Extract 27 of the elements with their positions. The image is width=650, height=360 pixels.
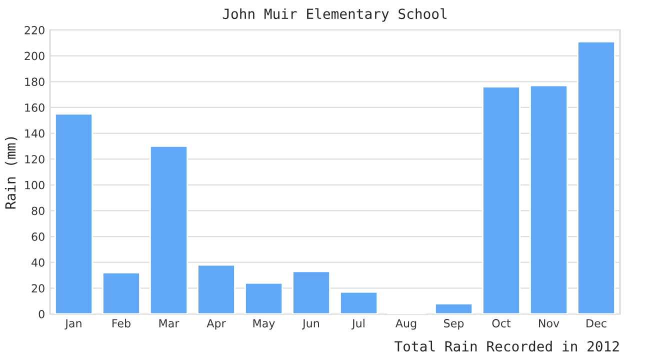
x-tick-label: Sep	[444, 319, 464, 330]
y-tick-label: 60	[32, 232, 44, 241]
x-tick-label: Jul	[351, 318, 364, 330]
y-tick-label: 140	[25, 129, 44, 138]
x-tick-label: Jan	[64, 319, 82, 330]
x-tick-label: Oct	[492, 319, 511, 328]
y-tick-label: 40	[32, 258, 44, 267]
x-tick-label: Feb	[112, 318, 130, 328]
y-tick-label: 160	[25, 103, 44, 112]
x-tick-label: Nov	[538, 319, 560, 328]
y-tick-label: 100	[25, 180, 44, 190]
y-tick-label: 200	[24, 52, 44, 60]
y-tick-label: 120	[25, 155, 44, 164]
y-tick-label: 180	[25, 78, 44, 86]
x-axis-title: Total Rain Recorded in 2012	[394, 340, 619, 352]
x-tick-label: Jun	[302, 319, 319, 330]
x-tick-label: Mar	[159, 319, 180, 328]
x-tick-label: Aug	[395, 319, 416, 330]
y-tick-label: 20	[32, 284, 44, 293]
x-tick-label: Dec	[586, 319, 606, 328]
x-tick-label: May	[253, 319, 275, 330]
chart-title: John Muir Elementary School	[222, 8, 447, 22]
x-tick-label: Apr	[206, 319, 226, 330]
y-tick-label: 220	[24, 26, 44, 34]
y-tick-label: 0	[38, 310, 44, 318]
y-tick-label: 80	[32, 206, 44, 216]
y-axis-title: Rain (mm)	[4, 137, 18, 209]
